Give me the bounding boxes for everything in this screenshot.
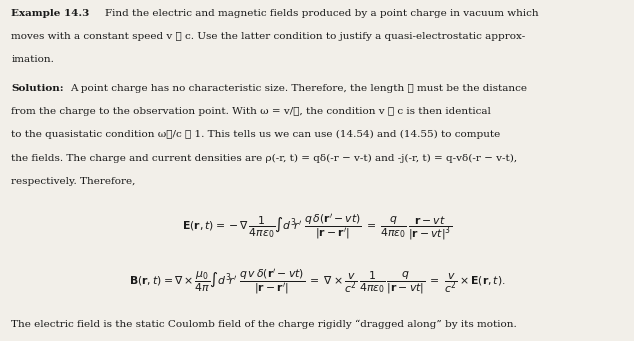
Text: A point charge has no characteristic size. Therefore, the length ℓ must be the d: A point charge has no characteristic siz…: [70, 84, 527, 93]
Text: the fields. The charge and current densities are ρ(­r, t) = qδ(­r − v­t) and ­j(: the fields. The charge and current densi…: [11, 153, 517, 163]
Text: Example 14.3: Example 14.3: [11, 9, 89, 17]
Text: $\mathbf{B}(\mathbf{r}, t) = \nabla\times\dfrac{\mu_0}{4\pi}\int d^3\!r'\;\dfrac: $\mathbf{B}(\mathbf{r}, t) = \nabla\time…: [129, 267, 505, 296]
Text: moves with a constant speed v ≪ c. Use the latter condition to justify a quasi-e: moves with a constant speed v ≪ c. Use t…: [11, 32, 526, 41]
Text: from the charge to the observation point. With ω = v/ℓ, the condition v ≪ c is t: from the charge to the observation point…: [11, 107, 491, 116]
Text: The electric field is the static Coulomb field of the charge rigidly “dragged al: The electric field is the static Coulomb…: [11, 320, 517, 329]
Text: respectively. Therefore,: respectively. Therefore,: [11, 177, 136, 186]
Text: Find the electric and magnetic fields produced by a point charge in vacuum which: Find the electric and magnetic fields pr…: [105, 9, 538, 17]
Text: imation.: imation.: [11, 55, 55, 64]
Text: Solution:: Solution:: [11, 84, 64, 93]
Text: $\mathbf{E}(\mathbf{r}, t) = -\nabla\,\dfrac{1}{4\pi\epsilon_0}\int d^3\!r'\; \d: $\mathbf{E}(\mathbf{r}, t) = -\nabla\,\d…: [182, 212, 452, 243]
Text: to the quasistatic condition ωℓ/c ≪ 1. This tells us we can use (14.54) and (14.: to the quasistatic condition ωℓ/c ≪ 1. T…: [11, 130, 501, 139]
